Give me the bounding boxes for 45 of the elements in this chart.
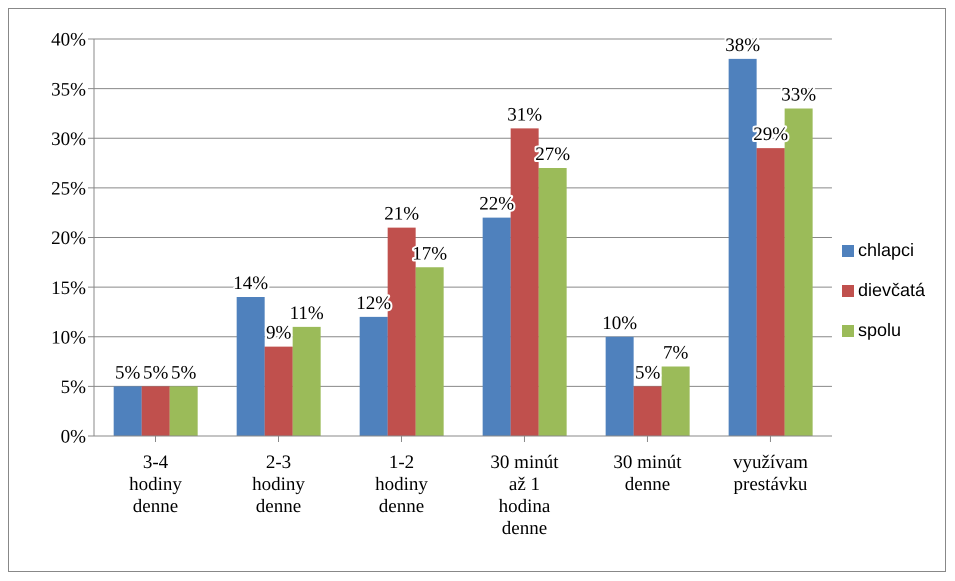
y-tick-label: 40%	[51, 30, 86, 51]
data-label: 14%	[233, 273, 268, 294]
bar	[292, 326, 321, 436]
y-tick-label: 25%	[51, 178, 86, 200]
bar	[360, 316, 388, 436]
bar	[606, 336, 634, 436]
data-label: 38%	[725, 34, 760, 56]
data-label: 5%	[143, 362, 169, 384]
legend-label: dievčatá	[858, 280, 925, 300]
x-tick-label: 30 minút denne	[613, 452, 682, 495]
y-tick-label: 20%	[51, 228, 86, 250]
bar	[170, 386, 198, 436]
y-tick-label: 35%	[51, 79, 86, 100]
x-tick-label: 1-2 hodiny denne	[375, 452, 428, 517]
bar	[634, 386, 662, 436]
data-label: 31%	[507, 104, 542, 126]
bar	[264, 346, 293, 436]
bar	[236, 297, 265, 436]
data-label: 5%	[634, 362, 660, 384]
data-label: 7%	[662, 342, 688, 364]
data-label: 11%	[290, 302, 324, 324]
bar	[416, 267, 444, 436]
x-tick-label: 3-4 hodiny denne	[129, 452, 182, 517]
data-label: 5%	[171, 362, 197, 384]
y-tick-label: 5%	[60, 377, 86, 398]
bar	[538, 168, 567, 436]
y-tick-label: 10%	[51, 327, 86, 348]
y-tick-label: 30%	[51, 128, 86, 150]
data-label: 10%	[602, 312, 638, 334]
y-tick-label: 0%	[60, 426, 86, 448]
data-label: 21%	[384, 204, 420, 225]
bar	[756, 148, 785, 436]
x-tick-label: 2-3 hodiny denne	[252, 452, 306, 517]
legend-label: spolu	[858, 320, 901, 340]
y-tick-label: 15%	[51, 278, 86, 299]
data-label: 9%	[266, 322, 292, 344]
bar	[662, 366, 690, 436]
legend-label: chlapci	[858, 240, 914, 260]
data-label: 5%	[115, 362, 141, 384]
bar	[114, 386, 142, 436]
x-tick-label: 30 minút až 1 hodina denne	[490, 452, 560, 539]
bar	[142, 386, 170, 436]
data-label: 33%	[781, 84, 816, 106]
x-tick-label: využívam prestávku	[732, 452, 808, 495]
bar	[482, 218, 511, 436]
